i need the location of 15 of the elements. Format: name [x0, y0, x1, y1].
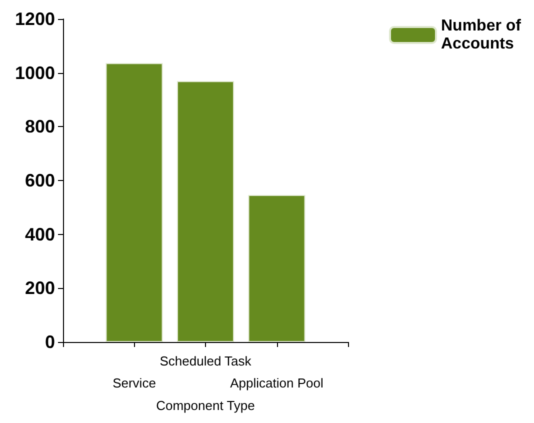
y-tick-label: 800	[24, 116, 55, 137]
x-axis-title: Component Type	[156, 398, 255, 413]
y-tick-label: 0	[44, 332, 55, 352]
y-tick-label: 200	[24, 278, 55, 298]
y-tick-label: 1200	[14, 9, 55, 29]
legend-label: Number of Accounts	[441, 18, 526, 52]
y-tick-label: 1000	[14, 62, 55, 83]
x-tick-label: Application Pool	[230, 376, 324, 390]
bar	[248, 195, 306, 342]
bar	[106, 63, 163, 342]
y-tick-label: 400	[24, 224, 55, 244]
x-tick-label: Scheduled Task	[160, 354, 252, 368]
bar	[177, 81, 234, 342]
x-tick-label: Service	[112, 376, 156, 390]
y-tick-label: 600	[24, 170, 55, 190]
